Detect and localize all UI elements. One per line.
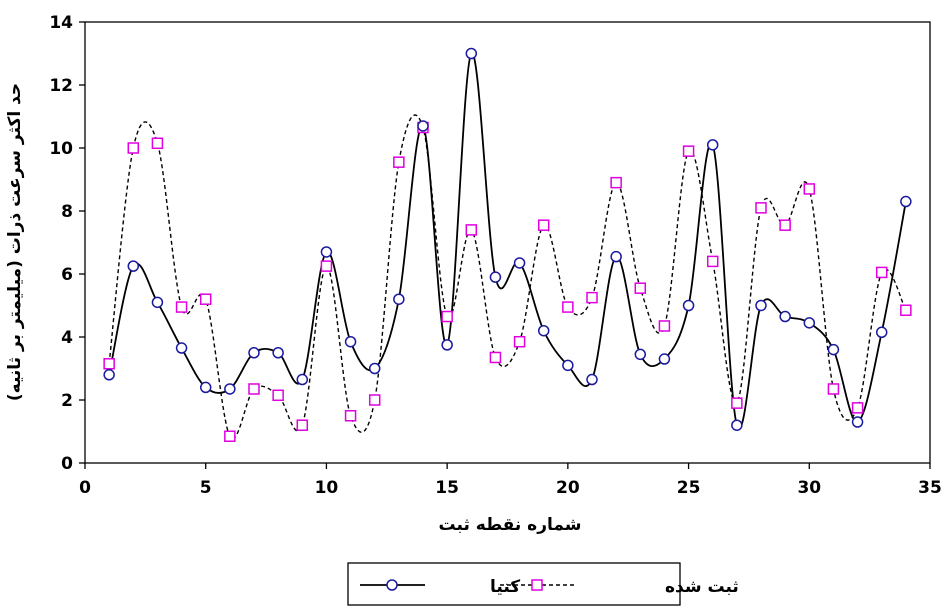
x-tick-label: 10 [315, 478, 339, 498]
data-point-circle [175, 342, 188, 354]
data-point-circle [296, 373, 309, 386]
data-point-circle [320, 246, 333, 258]
series-line [108, 114, 907, 440]
plot-frame [84, 21, 931, 464]
data-point-square [875, 266, 888, 279]
data-point-square [441, 310, 453, 323]
data-point-circle [441, 339, 453, 351]
data-point-square [513, 335, 526, 348]
data-point-square [175, 301, 188, 313]
data-point-square [610, 176, 622, 189]
data-point-circle [755, 299, 767, 312]
y-tick-label: 8 [61, 202, 73, 222]
plot-area [84, 21, 931, 464]
data-point-circle [127, 260, 140, 272]
data-point-square [368, 394, 381, 406]
x-tick-label: 25 [677, 478, 701, 498]
y-tick-label: 4 [61, 328, 73, 348]
data-point-circle [248, 347, 260, 359]
x-tick-label: 30 [797, 478, 821, 498]
data-point-circle [562, 359, 574, 372]
data-point-circle [489, 271, 502, 283]
data-point-square [489, 351, 502, 364]
data-point-circle [682, 299, 695, 312]
axes: 0 5 10 15 20 25 30 35 0 2 4 6 8 10 12 14 [49, 13, 942, 498]
data-point-square [248, 383, 260, 395]
y-tick-label: 2 [61, 391, 73, 411]
x-axis-title: شماره نقطه ثبت [439, 515, 582, 535]
data-point-square [658, 320, 671, 332]
data-point-square [199, 293, 212, 305]
data-point-square [900, 304, 912, 316]
y-tick-label: 6 [61, 265, 73, 285]
data-point-circle [465, 47, 478, 60]
data-point-square [465, 224, 478, 236]
data-point-circle [513, 257, 526, 269]
data-point-circle [417, 120, 429, 132]
y-tick-label: 0 [61, 454, 73, 474]
data-point-circle [272, 347, 284, 359]
data-point-square [706, 255, 719, 268]
data-point-circle [731, 419, 743, 431]
legend-label: ثبت شده [665, 577, 739, 597]
data-point-square [103, 358, 115, 370]
data-point-circle [224, 383, 236, 395]
data-point-square [127, 142, 140, 154]
x-tick-label: 0 [79, 478, 91, 498]
data-point-circle [610, 250, 622, 263]
legend-box [347, 562, 681, 606]
data-point-circle [586, 373, 598, 386]
legend: ثبت شده کنیا [347, 562, 739, 606]
data-point-circle [634, 348, 647, 361]
data-point-square [803, 183, 816, 195]
data-point-square [296, 419, 309, 431]
data-point-square [731, 397, 743, 409]
data-point-circle [900, 195, 912, 208]
legend-sample-circle [386, 579, 398, 591]
y-tick-label: 10 [49, 139, 73, 159]
data-point-square [827, 383, 840, 395]
data-point-square [851, 402, 864, 414]
data-point-square [151, 137, 164, 150]
x-tick-label: 20 [556, 478, 580, 498]
y-axis-title: حد اکثر سرعت ذرات (میلیمتر بر ثانیه) [5, 83, 25, 401]
data-point-square [272, 389, 284, 402]
data-point-circle [344, 335, 357, 348]
data-point-circle [851, 416, 864, 428]
data-point-circle [199, 381, 212, 394]
data-point-circle [658, 353, 671, 365]
data-point-square [320, 260, 333, 272]
x-tick-label: 15 [435, 478, 459, 498]
data-point-square [344, 410, 357, 422]
data-point-square [779, 219, 791, 231]
data-point-circle [706, 139, 719, 151]
legend-sample-square [531, 579, 543, 591]
data-point-circle [779, 310, 791, 323]
data-point-square [224, 430, 236, 442]
data-point-square [537, 219, 550, 231]
data-point-circle [875, 326, 888, 339]
data-point-square [682, 145, 695, 157]
data-point-circle [103, 369, 115, 381]
data-point-square [562, 301, 574, 313]
data-point-circle [393, 293, 405, 305]
data-point-circle [803, 317, 816, 329]
legend-label: کنیا [490, 577, 520, 597]
y-tick-label: 12 [49, 76, 73, 96]
data-point-square [393, 156, 405, 168]
data-point-circle [151, 296, 164, 309]
x-tick-label: 35 [918, 478, 942, 498]
data-point-circle [368, 362, 381, 375]
data-point-circle [537, 324, 550, 337]
x-tick-label: 5 [200, 478, 212, 498]
data-point-square [634, 282, 647, 294]
data-point-square [586, 291, 598, 304]
series-layer [103, 47, 912, 442]
y-tick-label: 14 [49, 13, 73, 33]
data-point-square [755, 202, 767, 214]
data-point-circle [827, 343, 840, 356]
